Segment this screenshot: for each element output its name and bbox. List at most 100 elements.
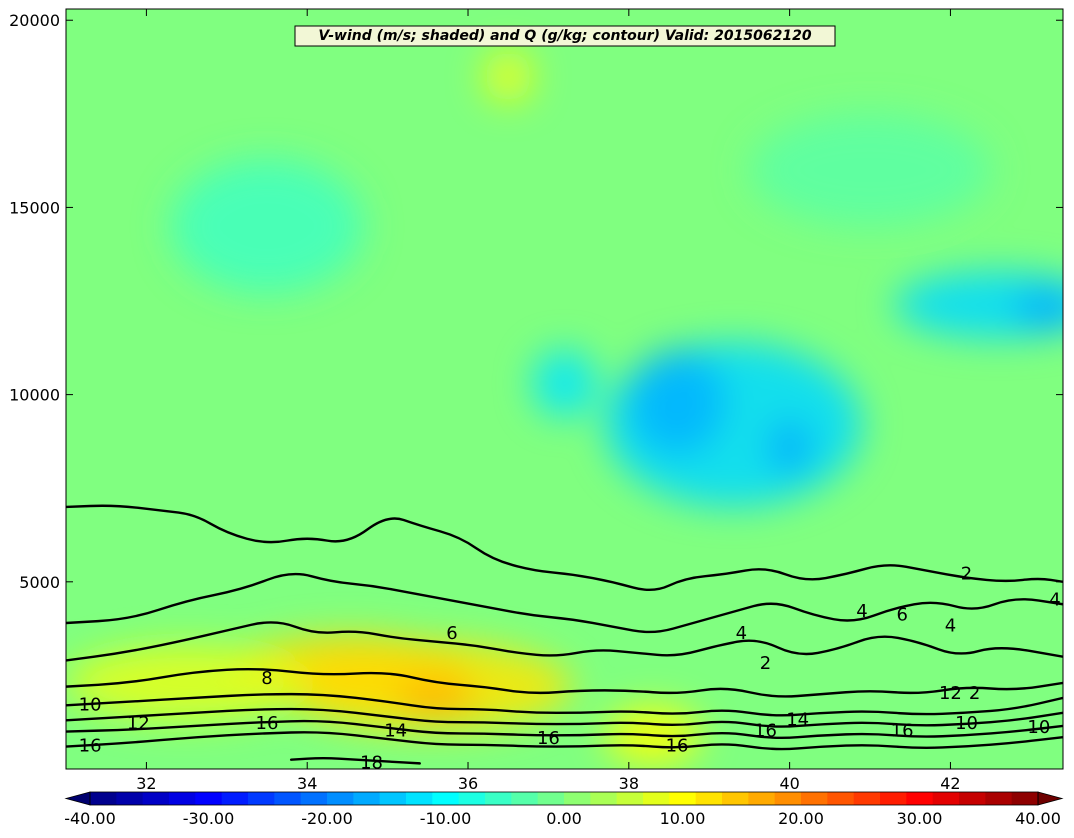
x-tick-label: 36 xyxy=(458,774,478,793)
colorbar-segment xyxy=(353,792,381,805)
colorbar-segment xyxy=(90,792,117,805)
y-tick-label: 20000 xyxy=(9,11,60,30)
q-contour-label: 2 xyxy=(961,563,972,584)
colorbar-segment xyxy=(853,792,881,805)
q-contour-label: 2 xyxy=(760,653,771,674)
q-contour-2 xyxy=(66,504,1063,591)
colorbar-tick-label: -40.00 xyxy=(64,809,116,828)
colorbar-segment xyxy=(432,792,460,805)
chart-title-text: V-wind (m/s; shaded) and Q (g/kg; contou… xyxy=(318,28,811,44)
colorbar-frame xyxy=(89,791,1039,806)
q-contour-label: 10 xyxy=(1027,717,1050,738)
colorbar-max-extension xyxy=(1037,791,1064,806)
colorbar-segment xyxy=(985,792,1013,805)
q-contour-label: 12 xyxy=(127,713,150,734)
x-tick-label: 40 xyxy=(779,774,799,793)
colorbar-segment xyxy=(932,792,960,805)
q-contour-label: 6 xyxy=(446,623,457,644)
colorbar-segment xyxy=(564,792,591,805)
colorbar-segment xyxy=(669,792,697,805)
colorbar-segment xyxy=(274,792,302,805)
q-contour-14 xyxy=(66,719,1063,739)
q-contour-label: 10 xyxy=(79,694,102,715)
colorbar-segment xyxy=(142,792,170,805)
vwind-region-5 xyxy=(1014,289,1063,328)
colorbar-tick-label: 40.00 xyxy=(1015,809,1061,828)
colorbar-tick-label: 0.00 xyxy=(546,809,582,828)
vwind-region-2 xyxy=(769,420,810,474)
q-contour-18 xyxy=(289,757,421,765)
q-contour-16 xyxy=(66,731,1063,751)
q-contour-label: 4 xyxy=(736,623,747,644)
colorbar-segment xyxy=(537,792,565,805)
colorbar-segment xyxy=(195,792,223,805)
colorbar-tick-label: 20.00 xyxy=(778,809,824,828)
y-tick-label: 10000 xyxy=(9,386,60,405)
y-tick-label: 5000 xyxy=(19,573,60,592)
vwind-region-1 xyxy=(628,349,726,455)
y-tick-label: 15000 xyxy=(9,198,60,217)
colorbar-segment xyxy=(406,792,433,805)
colorbar-segment xyxy=(722,792,749,805)
vwind-region-4 xyxy=(894,271,1063,339)
y-axis: 5000 10000 15000 20000 xyxy=(9,11,1063,592)
q-contour-label: 14 xyxy=(384,721,407,742)
colorbar-segment xyxy=(906,792,934,805)
q-contour-8 xyxy=(66,667,1063,698)
colorbar-segment xyxy=(116,792,144,805)
colorbar-segment xyxy=(221,792,249,805)
q-contour-label: 6 xyxy=(896,605,907,626)
colorbar-segment xyxy=(801,792,828,805)
q-contour-label: 16 xyxy=(891,721,914,742)
q-contour-label: 16 xyxy=(537,728,560,749)
colorbar-segment xyxy=(774,792,802,805)
colorbar-segment xyxy=(248,792,275,805)
vwind-shading-layer xyxy=(66,50,1063,766)
vwind-region-12 xyxy=(170,158,364,294)
colorbar-segment xyxy=(1011,792,1039,805)
colorbar-segment xyxy=(695,792,723,805)
colorbar-segment xyxy=(458,792,486,805)
colorbar-segment xyxy=(959,792,986,805)
colorbar-segment xyxy=(590,792,618,805)
colorbar-tick-label: 10.00 xyxy=(660,809,706,828)
colorbar: -40.00 -30.00 -20.00 -10.00 0.00 10.00 20.00 30… xyxy=(64,791,1064,828)
colorbar-segment xyxy=(827,792,855,805)
q-contour-10 xyxy=(66,692,1063,717)
q-contour-label: 16 xyxy=(666,736,689,757)
q-contour-label: 18 xyxy=(360,752,383,773)
colorbar-segment xyxy=(748,792,776,805)
colorbar-tick-label: -10.00 xyxy=(420,809,472,828)
q-contour-label: 4 xyxy=(856,601,867,622)
colorbar-segment xyxy=(169,792,196,805)
colorbar-tick-label: -20.00 xyxy=(301,809,353,828)
colorbar-segment xyxy=(327,792,354,805)
colorbar-tick-label: 30.00 xyxy=(897,809,943,828)
plot-frame xyxy=(65,8,1064,770)
x-axis: 32 34 36 38 40 42 xyxy=(136,9,961,793)
chart-title: V-wind (m/s; shaded) and Q (g/kg; contou… xyxy=(294,25,836,47)
q-contour-4 xyxy=(66,572,1063,634)
q-contour-label: 10 xyxy=(955,713,978,734)
colorbar-segment xyxy=(379,792,407,805)
colorbar-segment xyxy=(511,792,539,805)
q-contour-label: 16 xyxy=(754,721,777,742)
colorbar-segment xyxy=(880,792,907,805)
q-contour-label: 12 xyxy=(939,683,962,704)
vwind-region-11 xyxy=(484,50,533,103)
q-contour-label: 16 xyxy=(79,736,102,757)
q-contour-layer xyxy=(66,504,1063,765)
vwind-region-13 xyxy=(749,113,991,227)
q-contour-label: 4 xyxy=(1049,590,1060,611)
q-contour-label: 16 xyxy=(256,713,279,734)
x-tick-label: 38 xyxy=(619,774,639,793)
colorbar-segment xyxy=(300,792,328,805)
colorbar-tick-label: -30.00 xyxy=(183,809,235,828)
colorbar-segment xyxy=(616,792,644,805)
q-contour-6 xyxy=(66,621,1063,662)
q-contour-12 xyxy=(66,707,1063,728)
x-tick-label: 42 xyxy=(940,774,960,793)
